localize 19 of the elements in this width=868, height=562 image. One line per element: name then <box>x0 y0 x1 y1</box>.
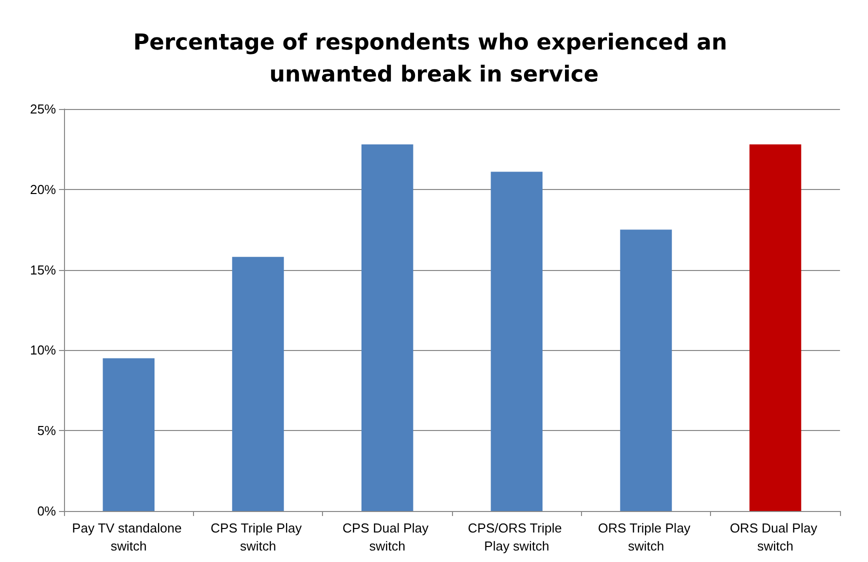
bar <box>361 144 414 511</box>
y-tick-label: 5% <box>37 423 56 438</box>
y-tick-label: 20% <box>30 182 56 197</box>
chart-title: Percentage of respondents who experienced an unwanted break in service <box>133 30 735 88</box>
x-tick-label: Pay TV standalone switch <box>72 520 186 554</box>
y-tick-label: 0% <box>37 504 56 518</box>
y-tick-label: 10% <box>30 342 56 358</box>
bar <box>232 256 284 511</box>
x-tick-label: CPS Triple Play switch <box>210 520 306 554</box>
x-tick-label: ORS Dual Play switch <box>730 520 821 554</box>
bar <box>620 230 672 511</box>
y-tick-label: 15% <box>30 262 56 278</box>
x-tick-label: ORS Triple Play switch <box>598 520 694 554</box>
x-tick-label: CPS/ORS Triple Play switch <box>468 520 566 554</box>
bar <box>749 144 802 511</box>
y-tick-label: 25% <box>30 102 56 116</box>
x-tick-label: CPS Dual Play switch <box>342 520 432 554</box>
bar <box>490 172 543 511</box>
bar <box>102 358 155 511</box>
